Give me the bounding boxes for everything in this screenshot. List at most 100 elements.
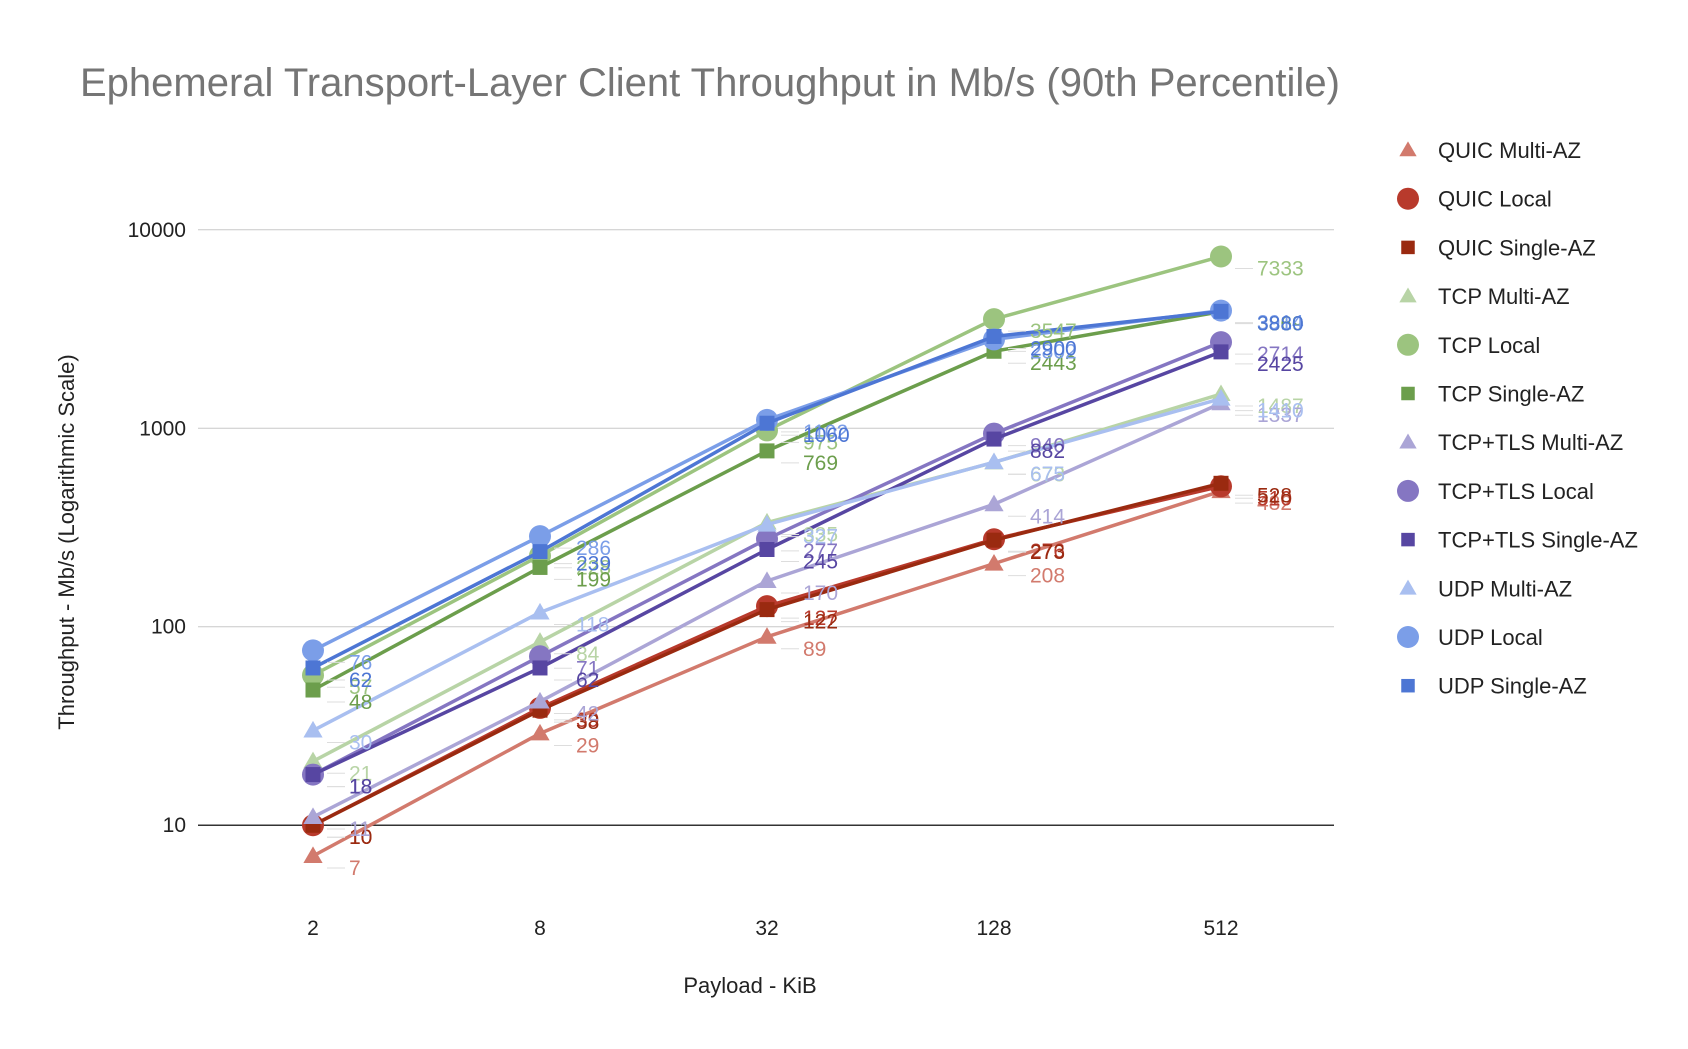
data-label: 335 (803, 524, 838, 547)
data-label: 18 (349, 776, 372, 799)
data-label: 170 (803, 582, 838, 605)
y-tick-label: 10 (163, 814, 186, 837)
data-label: 245 (803, 551, 838, 574)
data-label: 10 (349, 826, 372, 849)
data-point (759, 602, 775, 618)
data-point (759, 542, 775, 558)
data-label: 76 (349, 651, 372, 674)
data-point (303, 807, 323, 825)
y-tick-label: 100 (151, 616, 186, 639)
legend-entry: TCP+TLS Local (1438, 479, 1594, 504)
legend-marker (1401, 532, 1415, 547)
data-label: 2425 (1257, 353, 1304, 376)
data-label: 21 (349, 762, 372, 785)
x-tick-label: 2 (307, 917, 319, 940)
data-label: 940 (1030, 435, 1065, 458)
series-group (302, 245, 1232, 863)
data-label: 29 (576, 734, 599, 757)
data-label: 127 (803, 607, 838, 630)
data-point (305, 682, 321, 698)
data-label: 3914 (1257, 312, 1304, 335)
data-label: 286 (576, 537, 611, 560)
x-axis-title: Payload - KiB (683, 973, 816, 998)
x-tick-label: 512 (1203, 917, 1238, 940)
legend-entry: QUIC Multi-AZ (1438, 138, 1581, 163)
data-label: 273 (1030, 541, 1065, 564)
data-label: 3880 (1257, 312, 1304, 335)
legend-entry: TCP Single-AZ (1438, 382, 1584, 407)
data-label: 62 (349, 669, 372, 692)
data-point (305, 767, 321, 783)
data-point (303, 720, 323, 738)
data-point (532, 660, 548, 676)
legend-marker (1397, 626, 1419, 648)
data-label: 673 (1030, 463, 1065, 486)
data-label: 122 (803, 611, 838, 634)
data-label: 11 (349, 818, 371, 841)
legend-marker (1399, 433, 1417, 449)
legend-marker (1399, 141, 1417, 157)
legend-entry: QUIC Single-AZ (1438, 235, 1596, 260)
data-label: 1487 (1257, 395, 1304, 418)
data-point (986, 328, 1002, 344)
x-tick-label: 8 (534, 917, 546, 940)
legend-entry: UDP Single-AZ (1438, 674, 1587, 699)
chart-title: Ephemeral Transport-Layer Client Through… (80, 61, 1340, 105)
legend-entry: TCP Multi-AZ (1438, 284, 1570, 309)
data-label: 2714 (1257, 343, 1304, 366)
data-label: 228 (576, 557, 611, 580)
data-point (757, 627, 777, 644)
data-point (532, 559, 548, 575)
data-label: 528 (1257, 484, 1292, 507)
data-label: 2443 (1030, 352, 1077, 375)
legend-marker (1399, 287, 1417, 303)
legend-entry: UDP Multi-AZ (1438, 576, 1572, 601)
legend-marker (1399, 579, 1417, 595)
data-label: 2900 (1030, 337, 1077, 360)
data-label: 882 (1030, 440, 1065, 463)
data-label: 1060 (803, 424, 850, 447)
data-label: 510 (1257, 487, 1292, 510)
y-tick-label: 10000 (128, 219, 186, 242)
y-axis-ticks: 10 100 1000 10000 (128, 219, 186, 837)
data-labels: 7298920848210391272765101038122273528218… (327, 257, 1304, 880)
x-tick-label: 128 (976, 917, 1011, 940)
data-point (986, 431, 1002, 447)
data-label: 48 (349, 691, 372, 714)
data-label: 38 (576, 711, 599, 734)
data-label: 57 (349, 676, 372, 699)
data-label: 276 (1030, 540, 1065, 563)
data-label: 62 (576, 669, 599, 692)
data-point (1210, 245, 1232, 268)
data-point (759, 415, 775, 431)
data-point (529, 525, 551, 548)
data-point (757, 571, 777, 588)
y-tick-label: 1000 (139, 417, 186, 440)
legend-entry: TCP Local (1438, 333, 1540, 358)
data-label: 239 (576, 553, 611, 576)
data-point (1213, 475, 1229, 491)
data-label: 84 (576, 643, 600, 666)
data-label: 118 (576, 613, 609, 636)
data-label: 7333 (1257, 257, 1304, 280)
data-label: 89 (803, 638, 826, 661)
data-label: 482 (1257, 492, 1292, 515)
data-label: 975 (803, 431, 838, 454)
data-label: 675 (1030, 463, 1065, 486)
legend-marker (1401, 386, 1415, 401)
data-point (1213, 344, 1229, 360)
data-label: 10 (349, 826, 372, 849)
legend: QUIC Multi-AZ QUIC Local QUIC Single-AZ TCP… (1397, 138, 1638, 699)
data-point (305, 660, 321, 676)
data-label: 1337 (1257, 404, 1304, 427)
data-point (303, 846, 323, 863)
data-point (530, 723, 550, 741)
data-point (984, 554, 1004, 571)
data-label: 71 (576, 657, 599, 680)
data-point (984, 452, 1004, 470)
legend-entry: UDP Local (1438, 625, 1543, 650)
legend-marker (1397, 479, 1419, 502)
data-point (986, 532, 1002, 548)
data-point (530, 691, 550, 709)
